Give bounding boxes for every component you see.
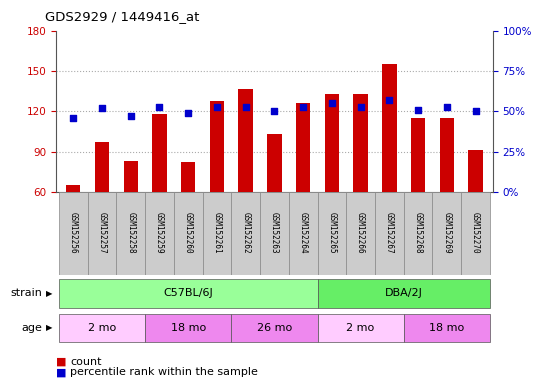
Text: GSM152268: GSM152268 — [414, 212, 423, 254]
FancyBboxPatch shape — [59, 279, 318, 308]
Text: GSM152256: GSM152256 — [69, 212, 78, 254]
Point — [356, 103, 365, 109]
Point — [184, 110, 193, 116]
Bar — [382, 64, 396, 192]
Text: GSM152257: GSM152257 — [97, 212, 106, 254]
Text: 18 mo: 18 mo — [171, 323, 206, 333]
Point — [328, 100, 337, 106]
Point — [97, 105, 106, 111]
Text: GSM152262: GSM152262 — [241, 212, 250, 254]
FancyBboxPatch shape — [318, 314, 404, 342]
Point — [385, 97, 394, 103]
Bar — [239, 89, 253, 192]
Text: GSM152260: GSM152260 — [184, 212, 193, 254]
Text: ■: ■ — [56, 357, 67, 367]
Text: GSM152258: GSM152258 — [126, 212, 135, 254]
Point — [69, 115, 78, 121]
Text: GSM152269: GSM152269 — [442, 212, 451, 254]
Point — [414, 107, 423, 113]
Text: ■: ■ — [56, 367, 67, 377]
Point — [471, 108, 480, 114]
FancyBboxPatch shape — [145, 314, 231, 342]
FancyBboxPatch shape — [346, 192, 375, 275]
Text: strain: strain — [10, 288, 42, 298]
Bar — [325, 94, 339, 192]
FancyBboxPatch shape — [59, 314, 145, 342]
Point — [442, 103, 451, 109]
Point — [212, 103, 221, 109]
FancyBboxPatch shape — [318, 192, 346, 275]
Text: GSM152266: GSM152266 — [356, 212, 365, 254]
Bar — [267, 134, 282, 192]
FancyBboxPatch shape — [59, 192, 87, 275]
Text: 18 mo: 18 mo — [429, 323, 464, 333]
FancyBboxPatch shape — [116, 192, 145, 275]
FancyBboxPatch shape — [203, 192, 231, 275]
Text: GSM152270: GSM152270 — [471, 212, 480, 254]
Point — [270, 108, 279, 114]
Bar — [353, 94, 368, 192]
Bar — [66, 185, 81, 192]
Bar — [468, 151, 483, 192]
FancyBboxPatch shape — [174, 192, 203, 275]
Text: GSM152261: GSM152261 — [212, 212, 221, 254]
FancyBboxPatch shape — [404, 314, 490, 342]
Bar — [152, 114, 167, 192]
Text: age: age — [21, 323, 42, 333]
Text: ▶: ▶ — [46, 323, 53, 333]
Text: GSM152264: GSM152264 — [298, 212, 307, 254]
FancyBboxPatch shape — [231, 314, 318, 342]
FancyBboxPatch shape — [404, 192, 432, 275]
Bar — [296, 103, 310, 192]
Point — [155, 103, 164, 109]
Text: count: count — [70, 357, 101, 367]
Point — [241, 103, 250, 109]
FancyBboxPatch shape — [87, 192, 116, 275]
Text: GSM152265: GSM152265 — [328, 212, 337, 254]
Text: percentile rank within the sample: percentile rank within the sample — [70, 367, 258, 377]
Bar — [210, 101, 224, 192]
Text: GSM152267: GSM152267 — [385, 212, 394, 254]
Point — [298, 103, 307, 109]
FancyBboxPatch shape — [260, 192, 289, 275]
Text: 2 mo: 2 mo — [347, 323, 375, 333]
Bar — [124, 161, 138, 192]
Bar — [440, 118, 454, 192]
Text: 26 mo: 26 mo — [257, 323, 292, 333]
FancyBboxPatch shape — [231, 192, 260, 275]
Text: 2 mo: 2 mo — [88, 323, 116, 333]
Text: GSM152259: GSM152259 — [155, 212, 164, 254]
FancyBboxPatch shape — [289, 192, 318, 275]
Text: GSM152263: GSM152263 — [270, 212, 279, 254]
FancyBboxPatch shape — [375, 192, 404, 275]
FancyBboxPatch shape — [145, 192, 174, 275]
Text: C57BL/6J: C57BL/6J — [164, 288, 213, 298]
Text: DBA/2J: DBA/2J — [385, 288, 423, 298]
Bar — [181, 162, 195, 192]
Text: ▶: ▶ — [46, 289, 53, 298]
Bar — [411, 118, 425, 192]
FancyBboxPatch shape — [432, 192, 461, 275]
Bar — [95, 142, 109, 192]
FancyBboxPatch shape — [318, 279, 490, 308]
FancyBboxPatch shape — [461, 192, 490, 275]
Text: GDS2929 / 1449416_at: GDS2929 / 1449416_at — [45, 10, 199, 23]
Point — [126, 113, 135, 119]
